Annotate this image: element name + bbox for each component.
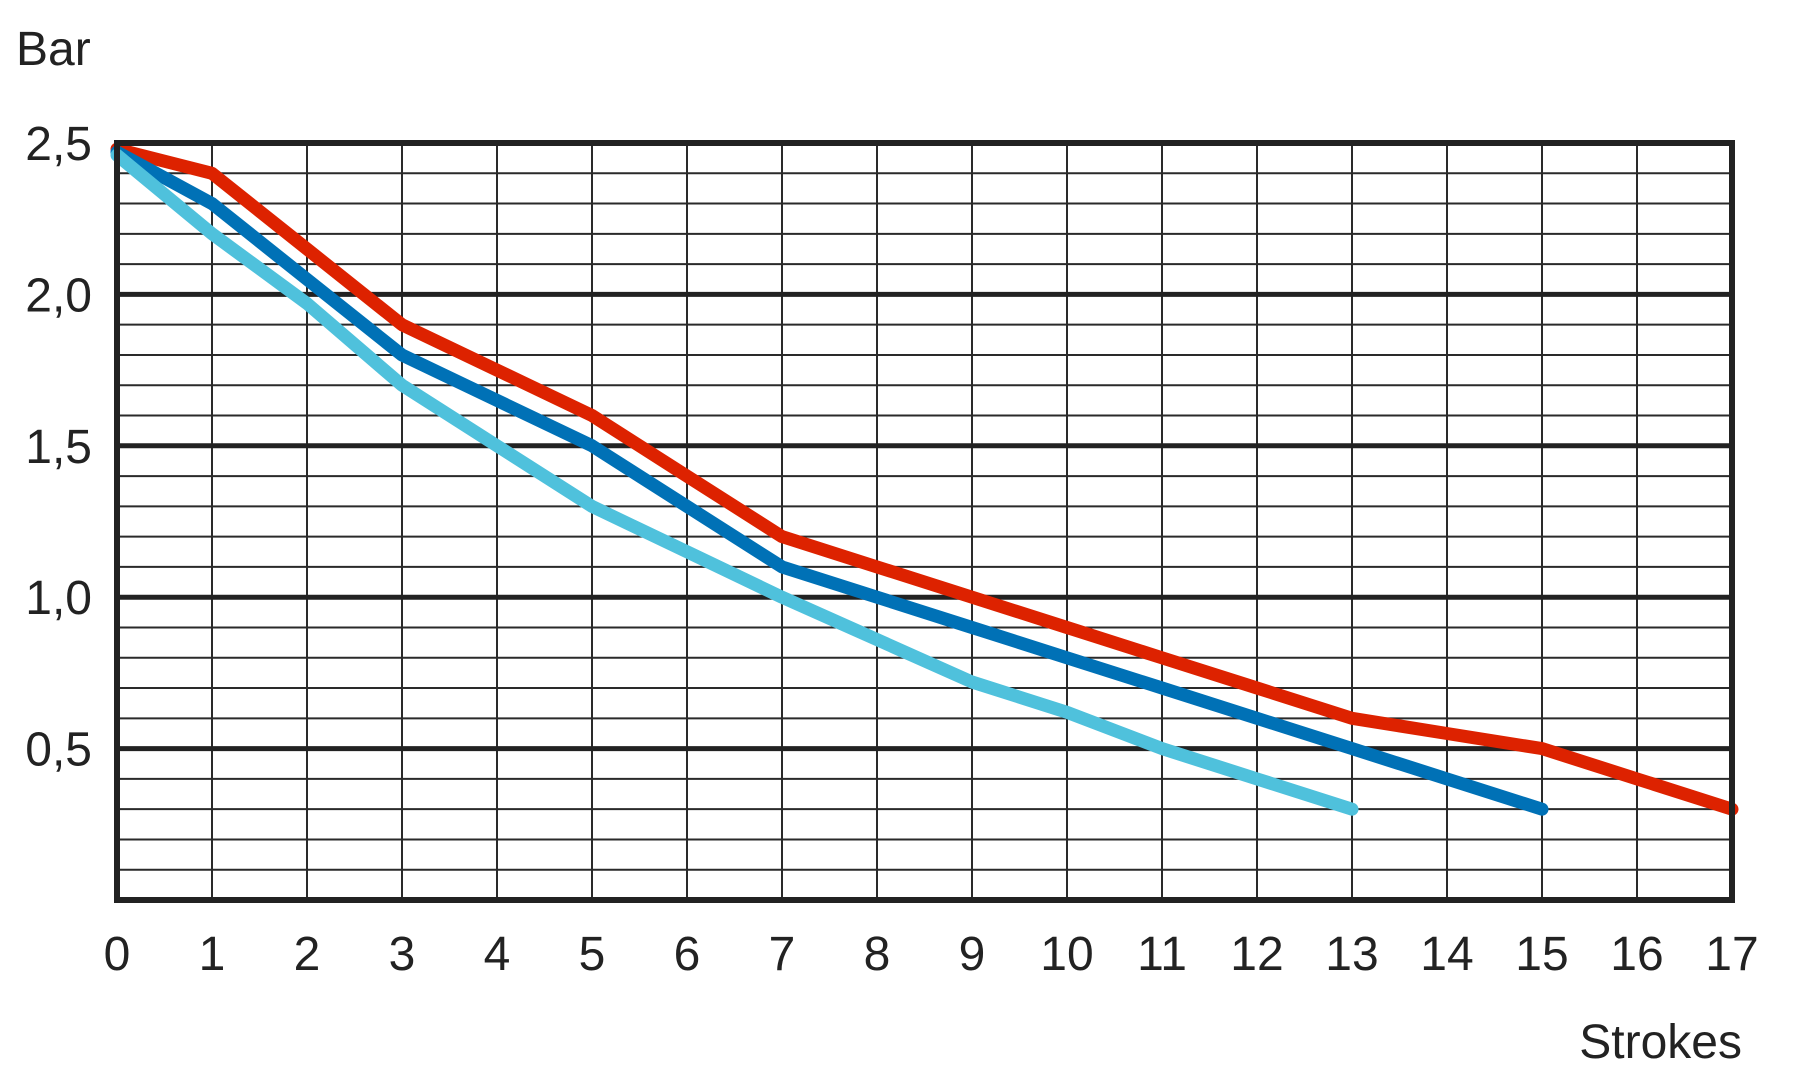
x-axis-label: Strokes bbox=[1579, 1016, 1742, 1069]
x-tick-label: 0 bbox=[104, 928, 131, 981]
y-tick-label: 1,5 bbox=[25, 421, 92, 474]
x-tick-label: 9 bbox=[959, 928, 986, 981]
series-line-red bbox=[110, 142, 1739, 816]
y-tick-label: 0,5 bbox=[25, 724, 92, 777]
x-tick-label: 1 bbox=[199, 928, 226, 981]
x-tick-label: 16 bbox=[1610, 928, 1663, 981]
x-tick-label: 10 bbox=[1040, 928, 1093, 981]
y-tick-label: 2,0 bbox=[25, 269, 92, 322]
x-tick-label: 13 bbox=[1325, 928, 1378, 981]
major-gridlines bbox=[117, 291, 1732, 752]
series-line-light-blue bbox=[110, 148, 1359, 816]
x-tick-label: 5 bbox=[579, 928, 606, 981]
x-tick-label: 12 bbox=[1230, 928, 1283, 981]
y-tick-label: 1,0 bbox=[25, 572, 92, 625]
plot-frame bbox=[114, 140, 1735, 903]
y-axis-label: Bar bbox=[16, 23, 91, 76]
x-tick-label: 4 bbox=[484, 928, 511, 981]
minor-gridlines bbox=[117, 143, 1732, 900]
y-tick-label: 2,5 bbox=[25, 118, 92, 171]
series-lines bbox=[110, 142, 1739, 816]
x-tick-label: 7 bbox=[769, 928, 796, 981]
x-tick-label: 3 bbox=[389, 928, 416, 981]
x-tick-label: 17 bbox=[1705, 928, 1758, 981]
x-tick-label: 2 bbox=[294, 928, 321, 981]
x-tick-labels: 0 1 2 3 4 5 6 7 8 9 10 11 12 13 14 15 16 17 bbox=[104, 928, 1759, 981]
y-tick-labels: 2,5 2,0 1,5 1,0 0,5 bbox=[25, 118, 92, 777]
x-tick-label: 8 bbox=[864, 928, 891, 981]
x-tick-label: 6 bbox=[674, 928, 701, 981]
series-line-blue bbox=[110, 145, 1549, 816]
x-tick-label: 14 bbox=[1420, 928, 1473, 981]
x-tick-label: 11 bbox=[1137, 928, 1187, 981]
x-tick-label: 15 bbox=[1515, 928, 1568, 981]
